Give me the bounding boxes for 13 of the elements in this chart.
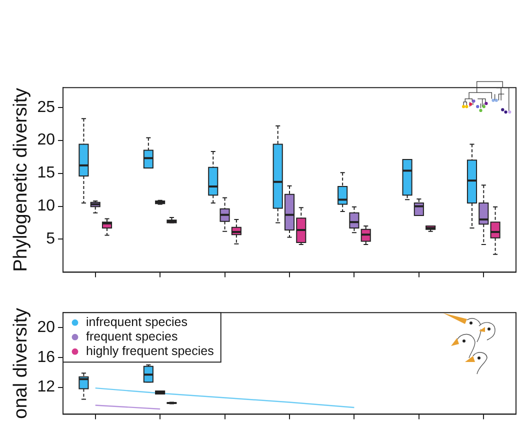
y-tick-label: 20 — [37, 318, 56, 336]
y-tick-label: 16 — [37, 348, 56, 366]
y-tick-label: 15 — [37, 164, 56, 182]
y-tick-label: 25 — [37, 98, 56, 116]
y-tick-label: 10 — [37, 198, 56, 215]
y-axis-title: onal diversity — [10, 307, 32, 419]
legend-label: infrequent species — [86, 315, 188, 330]
y-tick-label: 12 — [37, 378, 56, 396]
legend-label: highly frequent species — [86, 344, 214, 358]
y-tick-label: 5 — [46, 230, 56, 248]
y-tick-label: 20 — [37, 132, 56, 149]
y-axis-title: Phylogenetic diversity — [10, 88, 32, 272]
legend-label: frequent species — [86, 330, 178, 344]
